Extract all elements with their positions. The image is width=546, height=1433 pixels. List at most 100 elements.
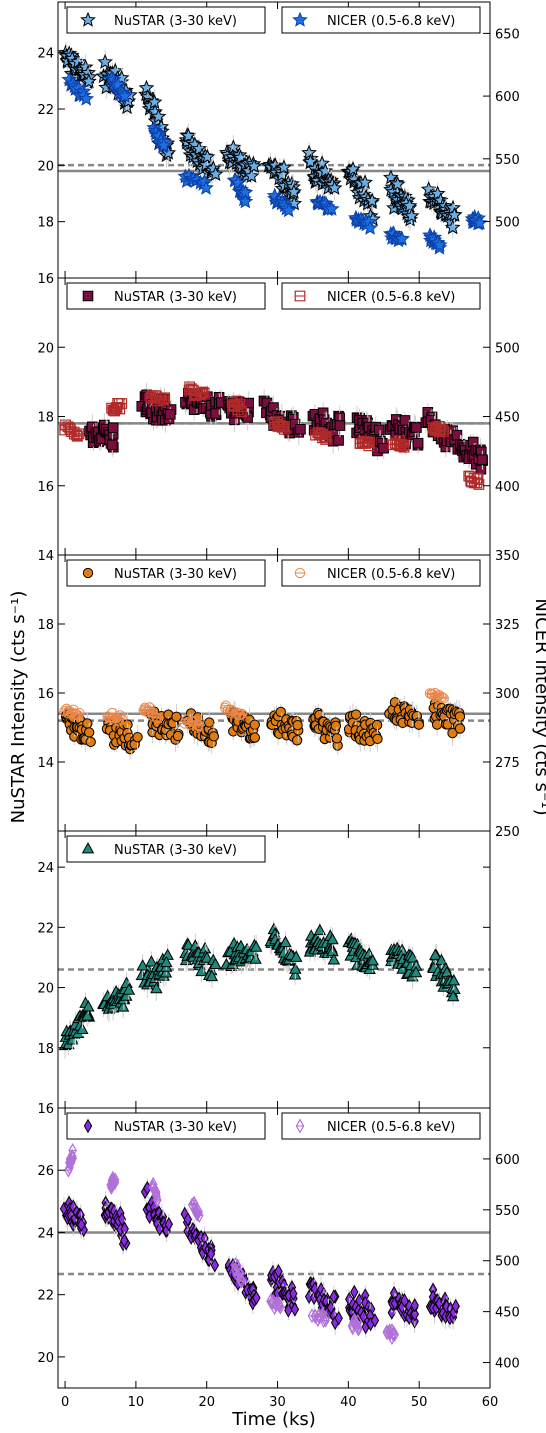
nustar-point: [85, 736, 96, 748]
nustar-point: [289, 962, 302, 974]
nicer-point: [235, 406, 247, 418]
legend-nicer-marker: [294, 290, 306, 302]
nustar-point: [345, 160, 361, 176]
y2-tick-label: 275: [495, 756, 520, 771]
nicer-point: [280, 202, 297, 218]
nustar-point: [372, 733, 383, 745]
nicer-point: [68, 1143, 77, 1159]
x-tick-label: 60: [482, 1395, 499, 1410]
y2-tick-label: 400: [495, 1357, 520, 1372]
y-tick-label: 20: [37, 341, 54, 356]
x-tick-label: 50: [411, 1395, 428, 1410]
x-tick-label: 10: [128, 1395, 145, 1410]
nicer-point: [198, 387, 210, 399]
y2-tick-label: 350: [495, 549, 520, 564]
nustar-point: [97, 53, 113, 69]
nustar-point: [120, 1233, 129, 1248]
y2-tick-label: 500: [495, 1255, 520, 1270]
nustar-point: [378, 442, 389, 454]
y-tick-label: 16: [37, 272, 54, 287]
nustar-point: [171, 711, 182, 722]
nicer-point: [71, 429, 83, 441]
nustar-point: [138, 79, 155, 95]
nustar-point: [208, 731, 220, 742]
nicer-point: [472, 472, 484, 484]
x-tick-label: 30: [269, 1395, 286, 1410]
nicer-point: [159, 392, 171, 404]
y-tick-label: 26: [37, 1164, 54, 1179]
panel-5: 20 22 24 26 400 450 500 550 600 0 10 20 30 40 50 60 NuST…: [37, 1107, 520, 1410]
nicer-point: [363, 440, 375, 452]
nustar-point: [160, 144, 177, 160]
nustar-point: [304, 1289, 314, 1305]
nustar-point: [209, 957, 222, 969]
nustar-point: [333, 435, 344, 446]
nustar-point: [301, 144, 317, 160]
nustar-point: [161, 948, 174, 960]
nicer-point: [315, 428, 327, 440]
nustar-point: [412, 437, 424, 449]
nicer-point: [116, 87, 133, 103]
nustar-point: [364, 192, 381, 208]
nustar-point: [429, 948, 442, 960]
legend-nustar-frame: [66, 559, 266, 587]
y-tick-label: 22: [37, 1289, 54, 1304]
nustar-point: [80, 73, 97, 89]
nicer-point: [354, 1321, 363, 1337]
legend-nustar-label: NuSTAR (3-30 keV): [114, 14, 237, 29]
nustar-point: [326, 932, 339, 945]
nustar-point: [400, 1293, 409, 1308]
nustar-point: [182, 938, 195, 950]
nicer-point: [109, 405, 121, 417]
legend-nustar-frame: [66, 6, 266, 34]
nustar-point: [359, 1309, 368, 1324]
y2-tick-label: 450: [495, 1306, 520, 1321]
nustar-point: [145, 955, 158, 967]
nicer-point: [471, 214, 488, 230]
nustar-point: [403, 207, 420, 223]
y-tick-label: 24: [37, 47, 54, 62]
y2-tick-label: 300: [495, 687, 520, 702]
nustar-point: [164, 1216, 174, 1232]
nustar-point: [199, 148, 216, 164]
nicer-point: [387, 1330, 397, 1346]
legend-nicer-label: NICER (0.5-6.8 keV): [327, 1120, 455, 1135]
nicer-point: [155, 137, 172, 153]
y2-tick-label: 325: [495, 618, 520, 633]
nicer-point: [234, 398, 245, 410]
y2-tick-label: 550: [495, 1204, 520, 1219]
nustar-point: [249, 940, 263, 952]
nicer-point: [321, 1310, 331, 1326]
nustar-point: [276, 159, 292, 175]
y-tick-label: 22: [37, 103, 54, 118]
nicer-point: [198, 179, 214, 195]
y2-tick-label: 450: [495, 411, 520, 426]
nustar-point: [206, 1246, 216, 1262]
nustar-point: [205, 969, 219, 982]
nustar-point: [334, 420, 346, 431]
nustar-point: [292, 720, 303, 731]
y-tick-label: 20: [37, 1351, 54, 1366]
nicer-point: [237, 193, 254, 209]
legend-nustar-marker: [82, 290, 94, 302]
nicer-point: [434, 425, 446, 437]
right-axis-label: NICER Intensity (cts s⁻¹): [531, 598, 546, 815]
nicer-point: [319, 1312, 328, 1328]
y-tick-label: 16: [37, 687, 54, 702]
nustar-point: [451, 1298, 460, 1314]
nicer-point: [438, 426, 449, 438]
legend-nustar-frame: [66, 1112, 266, 1140]
legend-nustar-label: NuSTAR (3-30 keV): [114, 567, 237, 582]
nicer-point: [231, 395, 243, 407]
nicer-point: [236, 1271, 245, 1287]
nustar-point: [387, 1305, 396, 1320]
nustar-point: [200, 951, 214, 963]
nicer-point: [435, 423, 447, 435]
legend-nustar-label: NuSTAR (3-30 keV): [114, 290, 237, 305]
nustar-point: [411, 422, 422, 433]
panel-3: 14 16 18 250 275 300 325 NuSTAR (3-30 keV) NICER…: [37, 554, 520, 840]
nicer-point: [237, 1273, 247, 1289]
nustar-point: [274, 1264, 283, 1279]
nustar-point: [454, 723, 466, 734]
